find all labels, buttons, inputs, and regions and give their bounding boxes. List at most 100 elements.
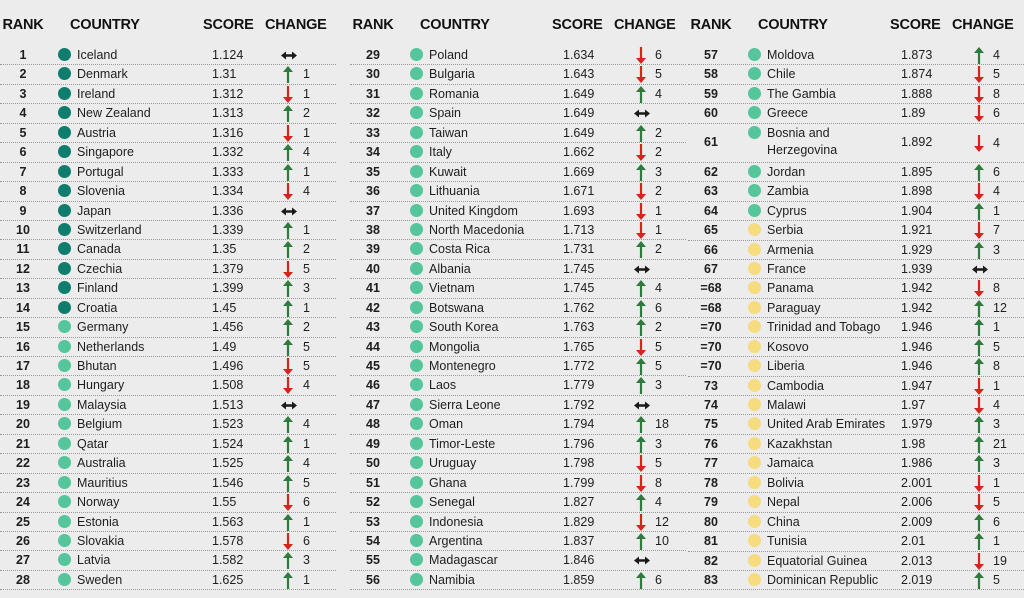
tier-dot-icon (410, 242, 423, 256)
ranking-panel-1: RANK COUNTRY SCORE CHANGE 1 Iceland 1.124 2… (0, 0, 336, 598)
row-divider (688, 278, 1024, 280)
country-name: Japan (77, 203, 112, 218)
change-value: 4 (993, 184, 1000, 199)
change-value: 1 (303, 300, 310, 315)
tier-dot-icon (748, 417, 761, 431)
table-row: 16 Netherlands 1.49 5 (0, 338, 336, 357)
country-name: Jamaica (767, 456, 814, 471)
no-change-arrow-icon (634, 556, 650, 565)
table-row: 62 Jordan 1.895 6 (688, 163, 1024, 183)
row-divider (688, 336, 1024, 338)
tier-dot-icon (410, 67, 423, 81)
rank-value: 28 (16, 572, 30, 587)
country-name: Taiwan (429, 125, 468, 140)
change-value: 8 (993, 86, 1000, 101)
row-divider (350, 589, 686, 591)
change-value: 6 (655, 300, 662, 315)
arrow-down-icon (636, 513, 646, 531)
row-divider (0, 239, 336, 241)
row-divider (350, 472, 686, 474)
arrow-down-icon (974, 494, 984, 512)
change-value: 3 (655, 164, 662, 179)
table-row: 3 Ireland 1.312 1 (0, 85, 336, 105)
arrow-down-icon (636, 338, 646, 356)
table-row: 66 Armenia 1.929 3 (688, 241, 1024, 260)
rank-value: 67 (704, 261, 718, 276)
country-name: Qatar (77, 436, 109, 451)
table-row: 60 Greece 1.89 6 (688, 104, 1024, 124)
row-divider (350, 64, 686, 66)
ranking-panel-2: RANK COUNTRY SCORE CHANGE 29 Poland 1.634 6… (350, 0, 686, 598)
row-divider (350, 317, 686, 319)
rank-value: 42 (366, 300, 380, 315)
row-divider (688, 297, 1024, 299)
row-divider (350, 278, 686, 280)
arrow-up-icon (636, 571, 646, 589)
row-divider (688, 83, 1024, 85)
score-value: 1.829 (563, 514, 595, 529)
change-value: 3 (993, 242, 1000, 257)
table-row: 6 Singapore 1.332 4 (0, 143, 336, 163)
change-value: 5 (655, 67, 662, 82)
table-row: 4 New Zealand 1.313 2 (0, 104, 336, 124)
row-divider (0, 103, 336, 105)
tier-dot-icon (748, 203, 761, 217)
score-value: 1.745 (563, 281, 595, 296)
country-name: Trinidad and Tobago (767, 320, 881, 335)
tier-dot-icon (410, 533, 423, 547)
country-name: Netherlands (77, 339, 145, 354)
score-value: 1.792 (563, 397, 595, 412)
score-value: 1.921 (901, 223, 933, 238)
rank-value: 1 (19, 48, 27, 62)
arrow-up-icon (974, 47, 984, 64)
table-row: 11 Canada 1.35 2 (0, 240, 336, 260)
country-name: Poland (429, 48, 468, 62)
arrow-up-icon (283, 571, 293, 589)
change-value: 1 (303, 125, 310, 140)
score-value: 2.001 (901, 475, 933, 490)
table-row: 7 Portugal 1.333 1 (0, 163, 336, 183)
rank-value: 24 (16, 495, 30, 510)
row-divider (688, 511, 1024, 513)
arrow-down-icon (974, 552, 984, 570)
row-divider (688, 472, 1024, 474)
country-name: Tunisia (767, 534, 807, 549)
score-value: 1.45 (212, 300, 237, 315)
arrow-up-icon (283, 552, 293, 570)
row-divider (350, 258, 686, 260)
country-name: Uruguay (429, 456, 477, 471)
change-value: 5 (655, 359, 662, 373)
row-divider (0, 394, 336, 396)
tier-dot-icon (58, 359, 71, 372)
header-change: CHANGE (614, 17, 676, 33)
arrow-down-icon (283, 183, 293, 201)
arrow-up-icon (283, 144, 293, 162)
arrow-up-icon (636, 358, 646, 375)
arrow-up-icon (283, 474, 293, 492)
score-value: 1.946 (901, 320, 933, 335)
score-value: 1.399 (212, 281, 244, 296)
arrow-up-icon (636, 241, 646, 259)
score-value: 1.31 (212, 67, 237, 82)
tier-dot-icon (58, 378, 71, 392)
arrow-down-icon (636, 202, 646, 220)
table-row: =70 Trinidad and Tobago 1.946 1 (688, 318, 1024, 338)
country-name: Bhutan (77, 359, 117, 373)
rank-value: 60 (704, 106, 718, 121)
score-value: 2.019 (901, 572, 933, 587)
country-name: Senegal (429, 495, 475, 510)
change-value: 3 (993, 456, 1000, 471)
change-value: 3 (303, 281, 310, 296)
country-name: Liberia (767, 359, 805, 374)
row-divider (350, 103, 686, 105)
tier-dot-icon (410, 106, 423, 120)
country-name: Bosnia and Herzegovina (767, 125, 837, 159)
table-row: 77 Jamaica 1.986 3 (688, 454, 1024, 474)
header-country: COUNTRY (758, 17, 828, 33)
arrow-up-icon (283, 66, 293, 84)
country-name: Belgium (77, 417, 123, 432)
arrow-up-icon (283, 280, 293, 298)
row-divider (0, 317, 336, 319)
arrow-up-icon (636, 163, 646, 181)
tier-dot-icon (748, 242, 761, 256)
